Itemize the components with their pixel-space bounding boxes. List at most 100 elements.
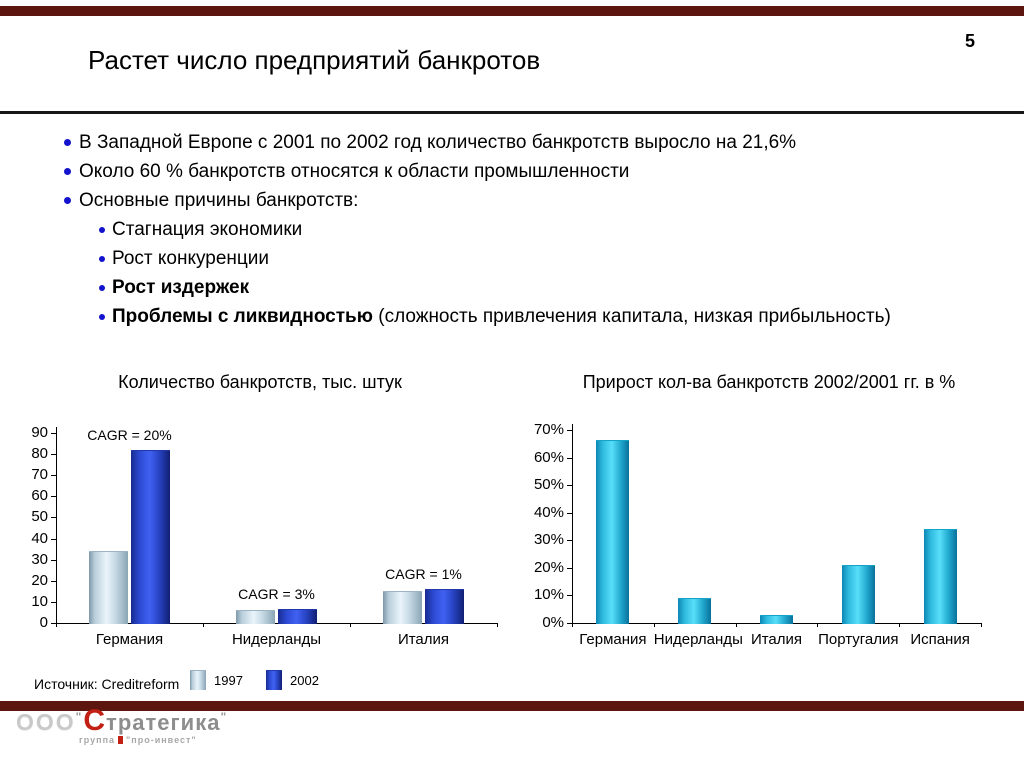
bullet-item: Основные причины банкротств: bbox=[60, 186, 990, 215]
y-tick-label: 50% bbox=[533, 476, 564, 494]
y-tick-label: 20 bbox=[31, 571, 48, 589]
bullet-item: Рост издержек bbox=[60, 273, 990, 302]
category-label: Нидерланды bbox=[231, 631, 322, 648]
bullet-item: Стагнация экономики bbox=[60, 215, 990, 244]
logo-close-quote: " bbox=[220, 710, 227, 724]
y-tick bbox=[51, 538, 56, 540]
logo-subtext-group: группа bbox=[79, 735, 116, 745]
legend-swatch-1997 bbox=[190, 670, 206, 690]
y-tick bbox=[51, 601, 56, 603]
y-tick-label: 60 bbox=[31, 487, 48, 505]
y-tick-label: 60% bbox=[533, 448, 564, 466]
category-label: Нидерланды bbox=[653, 631, 743, 648]
category-label: Италия bbox=[750, 631, 803, 648]
category-label: Испания bbox=[910, 631, 970, 648]
x-tick bbox=[817, 623, 819, 627]
bullet-text-bold: Проблемы с ликвидностью bbox=[112, 306, 373, 327]
chart-left-plot: 0 10 20 30 40 50 60 70 80 90 Германия CAGR = 20% Нид… bbox=[20, 368, 500, 668]
x-tick bbox=[350, 623, 351, 627]
x-tick bbox=[653, 623, 655, 627]
y-tick bbox=[567, 623, 572, 624]
logo-open-quote: " bbox=[75, 710, 82, 724]
bullet-text: В Западной Европе с 2001 по 2002 год кол… bbox=[79, 132, 797, 153]
y-tick bbox=[51, 433, 56, 434]
logo-subtext-line: группа "про-инвест" bbox=[79, 735, 226, 745]
y-tick bbox=[567, 430, 572, 431]
bullet-dot-icon bbox=[64, 139, 71, 146]
y-tick-label: 90 bbox=[31, 424, 48, 441]
cagr-label: CAGR = 1% bbox=[385, 566, 462, 583]
bullet-dot-icon bbox=[99, 256, 105, 262]
bar-Италия bbox=[760, 614, 793, 624]
page-number: 5 bbox=[964, 31, 975, 51]
legend-label-1997: 1997 bbox=[214, 672, 243, 688]
y-tick-label: 80 bbox=[31, 445, 48, 463]
x-tick bbox=[572, 623, 573, 627]
y-tick-label: 40% bbox=[533, 503, 564, 521]
bar-Испания bbox=[923, 529, 957, 624]
y-tick-label: 30% bbox=[533, 531, 564, 549]
cagr-label: CAGR = 20% bbox=[87, 426, 172, 443]
x-tick bbox=[203, 623, 204, 627]
chart-left-title: Количество банкротств, тыс. штук bbox=[118, 372, 402, 392]
x-tick bbox=[735, 623, 737, 627]
bar-Италия-1997 bbox=[383, 591, 422, 624]
y-tick bbox=[51, 559, 56, 561]
y-tick-label: 50 bbox=[31, 508, 48, 526]
bullet-dot-icon bbox=[99, 314, 105, 320]
bar-Германия-1997 bbox=[89, 551, 128, 624]
chart-legend: 1997 2002 bbox=[190, 670, 342, 690]
y-tick bbox=[51, 517, 56, 519]
x-tick bbox=[56, 623, 57, 627]
source-label: Источник: Creditreform bbox=[34, 676, 180, 692]
bullet-dot-icon bbox=[64, 197, 71, 204]
bullet-dot-icon bbox=[99, 285, 105, 291]
bar-Италия-2002 bbox=[425, 589, 464, 624]
y-axis bbox=[572, 424, 573, 623]
bullet-item: Проблемы с ликвидностью (сложность привл… bbox=[60, 302, 990, 331]
legend-label-2002: 2002 bbox=[290, 672, 319, 688]
category-label: Германия bbox=[579, 631, 647, 648]
bullet-dot-icon bbox=[99, 227, 105, 233]
page-title: Растет число предприятий банкротов bbox=[88, 45, 541, 75]
y-tick bbox=[567, 540, 572, 542]
bar-Германия bbox=[596, 439, 630, 624]
y-tick bbox=[51, 580, 56, 582]
y-tick-label: 20% bbox=[533, 558, 564, 576]
y-tick-label: 40 bbox=[31, 529, 48, 547]
category-label: Германия bbox=[95, 631, 164, 648]
bullet-text: Основные причины банкротств: bbox=[79, 190, 359, 211]
logo-ooo-text: ООО bbox=[16, 709, 76, 735]
y-tick bbox=[567, 457, 572, 459]
logo-red-block bbox=[118, 736, 124, 744]
category-label: Португалия bbox=[818, 631, 899, 648]
y-tick-label: 0 bbox=[39, 614, 48, 631]
title-divider bbox=[0, 111, 1024, 114]
logo-initial-letter: С bbox=[83, 704, 106, 737]
bullet-text: Рост конкуренции bbox=[112, 248, 270, 269]
y-tick-label: 70% bbox=[533, 421, 564, 438]
logo-main-line: ООО " С тратегика " bbox=[16, 706, 227, 736]
y-tick bbox=[567, 512, 572, 514]
bar-Нидерланды bbox=[678, 598, 712, 624]
x-tick bbox=[981, 623, 982, 627]
bottom-accent-bar bbox=[0, 701, 1024, 711]
y-tick-label: 70 bbox=[31, 466, 48, 484]
bullet-item: Рост конкуренции bbox=[60, 244, 990, 273]
category-label: Италия bbox=[397, 631, 450, 648]
y-tick-label: 0% bbox=[542, 614, 564, 631]
bullet-text: Стагнация экономики bbox=[112, 219, 303, 240]
legend-swatch-2002 bbox=[266, 670, 282, 690]
y-tick bbox=[567, 595, 572, 597]
bullet-item: В Западной Европе с 2001 по 2002 год кол… bbox=[60, 128, 990, 157]
bullet-text: Около 60 % банкротств относятся к област… bbox=[79, 161, 630, 182]
chart-right-title: Прирост кол-ва банкротств 2002/2001 гг. … bbox=[582, 372, 956, 392]
x-tick bbox=[497, 623, 498, 627]
x-tick bbox=[899, 623, 901, 627]
bar-Португалия bbox=[841, 565, 875, 624]
bullet-text: Проблемы с ликвидностью (сложность привл… bbox=[112, 306, 891, 327]
bar-Германия-2002 bbox=[131, 449, 170, 624]
bar-Нидерланды-1997 bbox=[236, 610, 275, 624]
y-tick bbox=[567, 567, 572, 569]
chart-growth-percent: Прирост кол-ва банкротств 2002/2001 гг. … bbox=[530, 368, 1008, 668]
